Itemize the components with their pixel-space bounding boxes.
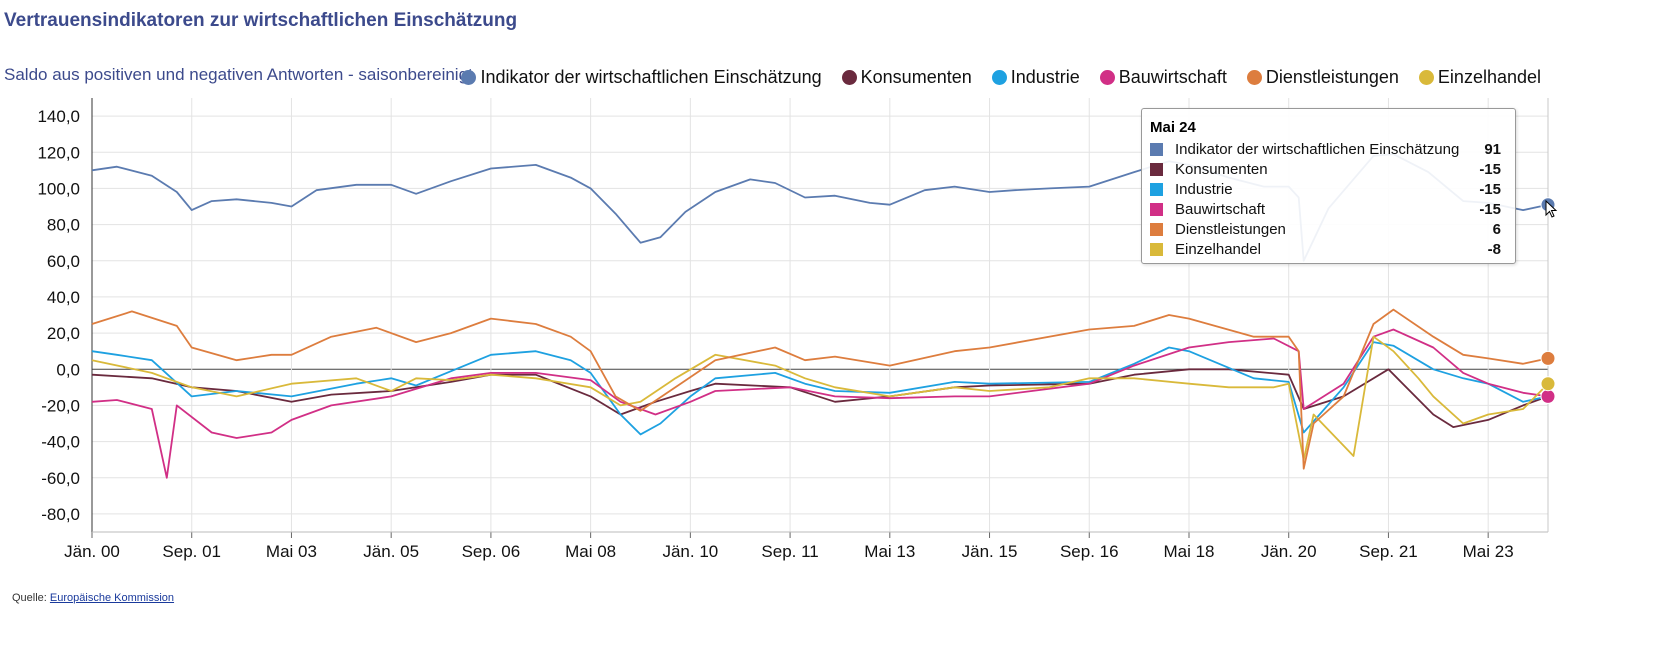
series-endpoint-3[interactable] bbox=[1540, 388, 1556, 404]
series-endpoint-4[interactable] bbox=[1540, 350, 1556, 366]
legend-dot-icon bbox=[1246, 70, 1262, 85]
tooltip-series-name: Einzelhandel bbox=[1175, 240, 1261, 258]
source-label: Quelle: bbox=[12, 592, 47, 604]
y-tick-label: 80,0 bbox=[47, 216, 80, 235]
series-line-3[interactable] bbox=[91, 328, 1549, 479]
series-endpoint-5[interactable] bbox=[1540, 376, 1556, 392]
tooltip-row: Dienstleistungen 6 bbox=[1150, 219, 1501, 239]
x-tick-label: Sep. 11 bbox=[761, 542, 818, 561]
source: Quelle: Europäische Kommission bbox=[12, 592, 174, 604]
y-tick-label: 40,0 bbox=[47, 288, 80, 307]
tooltip-row: Industrie -15 bbox=[1150, 179, 1501, 199]
series-endpoints bbox=[1540, 197, 1556, 404]
series-line-4[interactable] bbox=[91, 308, 1549, 470]
tooltip-series-value: 91 bbox=[1484, 140, 1501, 158]
x-tick-label: Sep. 01 bbox=[162, 542, 221, 561]
tooltip-row: Bauwirtschaft -15 bbox=[1150, 199, 1501, 219]
chart-title: Vertrauensindikatoren zur wirtschaftlich… bbox=[4, 10, 518, 31]
y-tick-label: -20,0 bbox=[41, 396, 80, 415]
tooltip-swatch bbox=[1150, 142, 1163, 156]
legend-item-0[interactable]: Indikator der wirtschaftlichen Einschätz… bbox=[461, 67, 822, 88]
tooltip-swatch bbox=[1150, 162, 1163, 176]
x-tick-label: Jän. 15 bbox=[962, 542, 1018, 561]
tooltip-header: Mai 24 bbox=[1150, 119, 1196, 136]
tooltip-rows: Indikator der wirtschaftlichen Einschätz… bbox=[1150, 139, 1501, 259]
x-axis-labels: Jän. 00 Sep. 01 Mai 03 Jän. 05 Sep. 06 Mai 08… bbox=[64, 542, 1514, 561]
x-tick-label: Jän. 10 bbox=[662, 542, 718, 561]
legend-dot-icon bbox=[1418, 70, 1434, 85]
legend-item-3[interactable]: Bauwirtschaft bbox=[1099, 67, 1227, 88]
tooltip-swatch bbox=[1150, 202, 1163, 216]
mouse-cursor-icon bbox=[1545, 200, 1558, 218]
legend-dot-icon bbox=[1099, 70, 1115, 85]
tooltip: Mai 24 Indikator der wirtschaftlichen Ei… bbox=[1141, 108, 1516, 264]
tooltip-series-name: Konsumenten bbox=[1175, 160, 1268, 178]
legend-label: Industrie bbox=[1010, 67, 1080, 87]
x-tick-label: Mai 03 bbox=[266, 542, 317, 561]
x-tick-label: Sep. 06 bbox=[462, 542, 521, 561]
legend-item-2[interactable]: Industrie bbox=[991, 67, 1080, 88]
y-tick-label: -80,0 bbox=[41, 505, 80, 524]
source-link[interactable]: Europäische Kommission bbox=[49, 592, 175, 604]
chart-subtitle: Saldo aus positiven und negativen Antwor… bbox=[4, 65, 473, 84]
tooltip-series-value: -15 bbox=[1479, 200, 1501, 218]
x-tick-label: Jän. 05 bbox=[363, 542, 419, 561]
y-tick-label: -60,0 bbox=[41, 469, 80, 488]
legend-item-1[interactable]: Konsumenten bbox=[841, 67, 972, 88]
x-tick-label: Sep. 16 bbox=[1060, 542, 1119, 561]
y-tick-label: 20,0 bbox=[47, 324, 80, 343]
series-line-5[interactable] bbox=[91, 335, 1549, 461]
x-tick-label: Jän. 20 bbox=[1261, 542, 1317, 561]
y-tick-label: 120,0 bbox=[37, 143, 80, 162]
x-tick-label: Mai 13 bbox=[864, 542, 915, 561]
tooltip-series-name: Dienstleistungen bbox=[1175, 220, 1286, 238]
y-tick-label: 140,0 bbox=[37, 107, 80, 126]
legend: Indikator der wirtschaftlichen Einschätz… bbox=[461, 67, 1541, 88]
tooltip-series-name: Indikator der wirtschaftlichen Einschätz… bbox=[1175, 140, 1460, 158]
x-tick-label: Mai 08 bbox=[565, 542, 616, 561]
tooltip-series-value: 6 bbox=[1492, 220, 1501, 238]
tooltip-swatch bbox=[1150, 222, 1163, 236]
legend-dot-icon bbox=[991, 70, 1007, 85]
tooltip-series-name: Bauwirtschaft bbox=[1175, 200, 1266, 218]
tooltip-row: Konsumenten -15 bbox=[1150, 159, 1501, 179]
legend-label: Indikator der wirtschaftlichen Einschätz… bbox=[480, 67, 822, 87]
y-tick-label: 0,0 bbox=[56, 360, 80, 379]
legend-label: Dienstleistungen bbox=[1265, 67, 1399, 87]
y-tick-label: -40,0 bbox=[41, 433, 80, 452]
tooltip-swatch bbox=[1150, 242, 1163, 256]
tooltip-series-value: -15 bbox=[1479, 160, 1501, 178]
tooltip-swatch bbox=[1150, 182, 1163, 196]
legend-item-4[interactable]: Dienstleistungen bbox=[1246, 67, 1399, 88]
x-tick-label: Jän. 00 bbox=[64, 542, 120, 561]
x-tick-label: Sep. 21 bbox=[1359, 542, 1418, 561]
tooltip-row: Indikator der wirtschaftlichen Einschätz… bbox=[1150, 139, 1501, 159]
series-line-1[interactable] bbox=[91, 368, 1549, 428]
y-axis-labels: 140,0 120,0 100,0 80,0 60,0 40,0 20,0 0,0 -20,0 -… bbox=[37, 107, 80, 524]
tooltip-row: Einzelhandel -8 bbox=[1150, 239, 1501, 259]
tooltip-series-name: Industrie bbox=[1175, 180, 1233, 198]
legend-dot-icon bbox=[461, 70, 477, 85]
legend-item-5[interactable]: Einzelhandel bbox=[1418, 67, 1541, 88]
legend-dot-icon bbox=[841, 70, 857, 85]
legend-label: Konsumenten bbox=[860, 67, 972, 87]
x-tick-label: Mai 23 bbox=[1463, 542, 1514, 561]
y-tick-label: 60,0 bbox=[47, 252, 80, 271]
series-line-2[interactable] bbox=[91, 341, 1549, 436]
legend-label: Einzelhandel bbox=[1437, 67, 1541, 87]
legend-label: Bauwirtschaft bbox=[1118, 67, 1227, 87]
tooltip-series-value: -15 bbox=[1479, 180, 1501, 198]
tooltip-series-value: -8 bbox=[1487, 240, 1501, 258]
y-tick-label: 100,0 bbox=[37, 179, 80, 198]
x-tick-label: Mai 18 bbox=[1163, 542, 1214, 561]
